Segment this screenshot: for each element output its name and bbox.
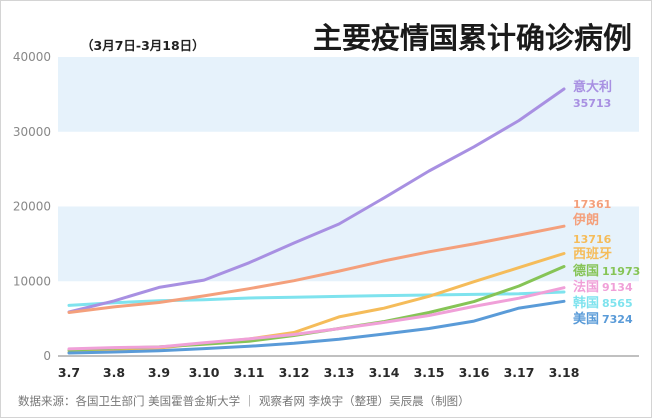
y-tick-label: 30000 [13,125,51,139]
series-value-label: 35713 [573,97,611,110]
x-tick-label: 3.7 [58,365,80,380]
series-line [67,290,566,307]
series-line [67,224,566,314]
series-line [67,87,566,314]
x-tick-label: 3.16 [459,365,490,380]
series-line [67,286,566,351]
x-tick-label: 3.9 [148,365,170,380]
series-name-label: 美国 [573,311,599,327]
series-name-label: 意大利 [573,79,612,95]
y-tick-label: 20000 [13,200,51,214]
series-name-label: 法国 [573,279,599,295]
chart-title: 主要疫情国累计确诊病例 [313,21,632,55]
x-tick-label: 3.11 [234,365,265,380]
series-line [67,299,566,355]
source-note: 数据来源：各国卫生部门 美国霍普金斯大学 ｜ 观察者网 李焕宇（整理）吴辰晨（制… [18,394,470,408]
series-name-label: 西班牙 [573,246,612,262]
series-value-label: 11973 [602,265,640,278]
y-axis: 0 10000 20000 30000 40000 [13,50,51,363]
grid-bands [58,57,639,282]
series-value-label: 13716 [573,233,612,246]
series-value-label: 9134 [602,281,633,294]
series-value-label: 7324 [602,313,633,326]
y-tick-label: 0 [43,349,51,363]
chart-subtitle: （3月7日-3月18日） [81,38,205,53]
grid-band [58,57,639,132]
series-name-label: 德国 [573,263,599,279]
series-lines [67,87,566,355]
y-tick-label: 10000 [13,274,51,288]
x-tick-label: 3.12 [279,365,310,380]
x-tick-label: 3.10 [189,365,220,380]
x-tick-label: 3.8 [103,365,125,380]
x-tick-label: 3.14 [369,365,400,380]
series-name-label: 伊朗 [572,212,599,228]
x-tick-label: 3.18 [549,365,580,380]
x-axis: 3.7 3.8 3.9 3.10 3.11 3.12 3.13 3.14 3.15 3.16 3.1… [58,355,639,380]
y-tick-label: 40000 [13,50,51,64]
x-tick-label: 3.15 [414,365,445,380]
x-tick-label: 3.17 [504,365,535,380]
series-value-label: 8565 [602,297,633,310]
series-value-label: 17361 [573,198,611,211]
series-name-label: 韩国 [573,295,599,311]
x-tick-label: 3.13 [324,365,355,380]
